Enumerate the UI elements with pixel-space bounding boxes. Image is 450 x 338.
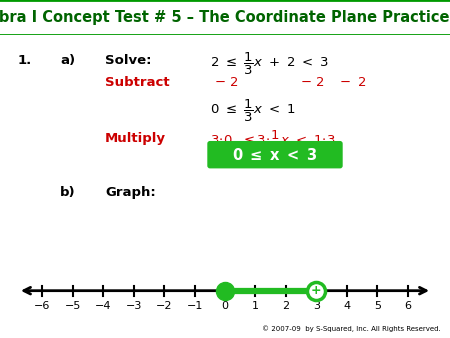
Text: 3: 3 [313,301,320,312]
Text: −2: −2 [156,301,172,312]
Text: © 2007-09  by S-Squared, Inc. All Rights Reserved.: © 2007-09 by S-Squared, Inc. All Rights … [261,325,441,332]
Text: −6: −6 [34,301,50,312]
Text: $-\ 2$: $-\ 2$ [214,76,238,89]
Text: 4: 4 [343,301,351,312]
Text: Algebra I Concept Test # 5 – The Coordinate Plane Practice Test: Algebra I Concept Test # 5 – The Coordin… [0,10,450,25]
Text: 2: 2 [282,301,289,312]
Text: 1: 1 [252,301,259,312]
Text: −3: −3 [126,301,142,312]
FancyBboxPatch shape [208,142,342,168]
Text: 6: 6 [404,301,411,312]
Text: $3\!\cdot\!0\ \ \leq 3\!\cdot\!\dfrac{1}{3}x\ <\ 1\!\cdot\!3$: $3\!\cdot\!0\ \ \leq 3\!\cdot\!\dfrac{1}… [210,129,336,155]
Text: −4: −4 [95,301,112,312]
Text: b): b) [60,186,76,199]
Text: 5: 5 [374,301,381,312]
Text: −1: −1 [186,301,203,312]
Text: Solve:: Solve: [105,53,152,67]
Text: Graph:: Graph: [105,186,156,199]
Text: $\mathbf{0\ \leq\ x\ <\ 3}$: $\mathbf{0\ \leq\ x\ <\ 3}$ [232,147,318,163]
Text: 1.: 1. [18,53,32,67]
Text: $0\ \leq\ \dfrac{1}{3}x\ <\ 1$: $0\ \leq\ \dfrac{1}{3}x\ <\ 1$ [210,98,295,124]
Text: Multiply: Multiply [105,132,166,145]
Text: +: + [311,284,322,297]
Text: $2\ \leq\ \dfrac{1}{3}x\ +\ 2\ <\ 3$: $2\ \leq\ \dfrac{1}{3}x\ +\ 2\ <\ 3$ [210,50,329,77]
Text: a): a) [60,53,75,67]
Text: $-\ 2\ \ \ -\ 2$: $-\ 2\ \ \ -\ 2$ [300,76,366,89]
Text: Subtract: Subtract [105,76,170,89]
Text: −5: −5 [65,301,81,312]
Text: 0: 0 [221,301,229,312]
